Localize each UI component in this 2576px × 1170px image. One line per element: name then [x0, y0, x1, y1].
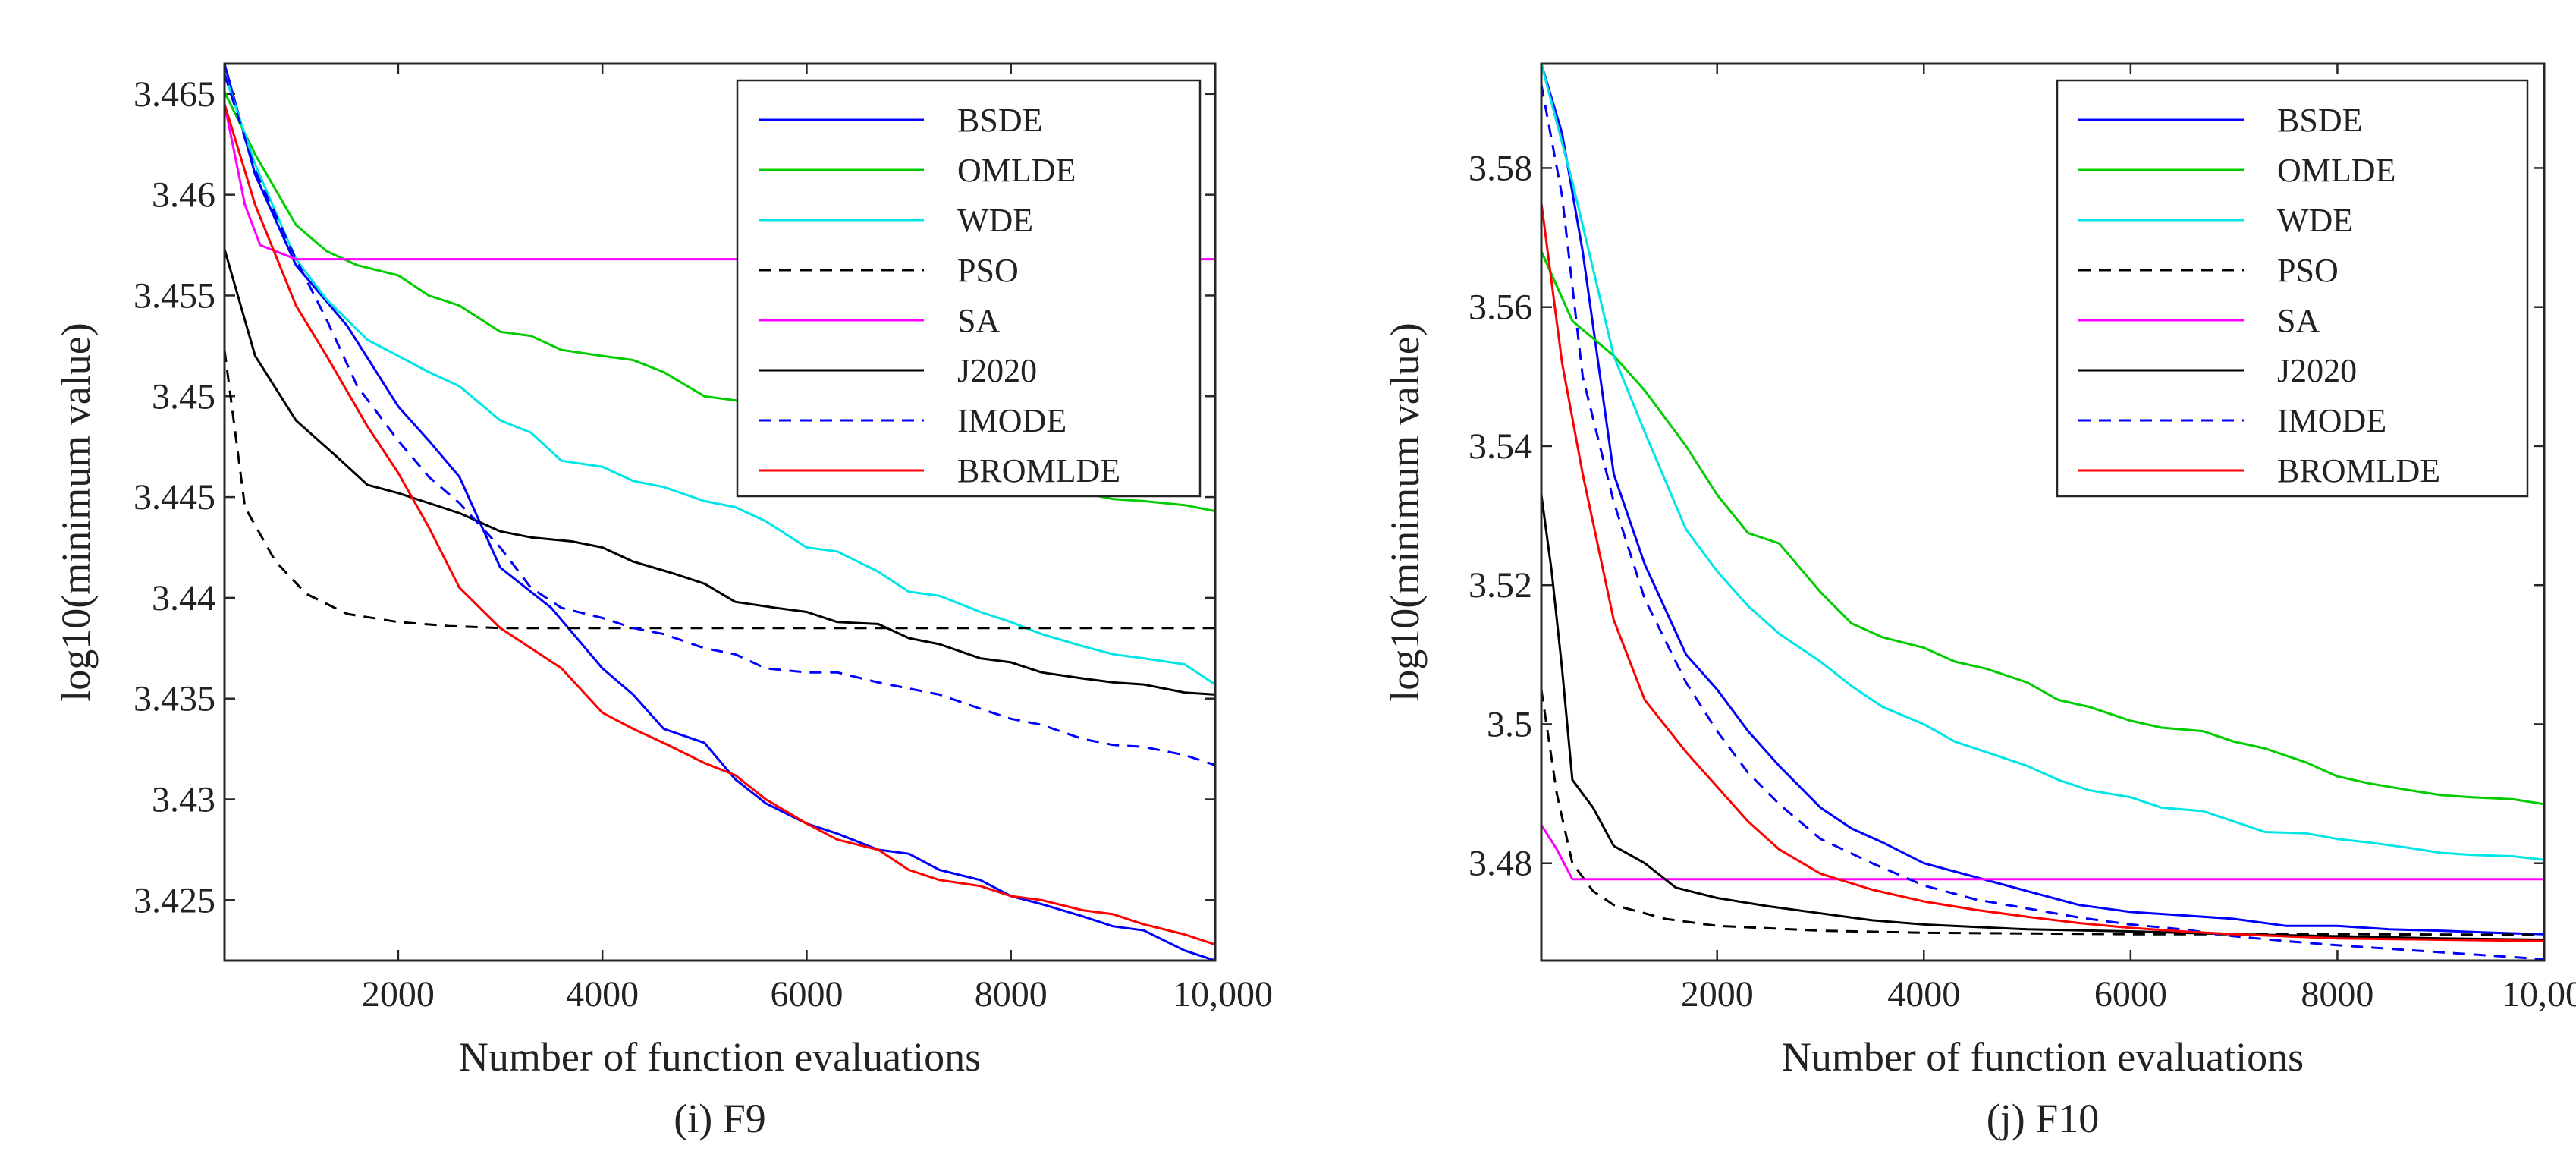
panel-f10-legend-label: OMLDE [2277, 152, 2395, 189]
panel-f9-series-line-bsde [225, 64, 1215, 961]
panel-f10-caption: (j) F10 [1987, 1096, 2100, 1141]
panel-f9-ytick-label: 3.435 [134, 679, 215, 719]
panel-f10-xtick-label: 8000 [2301, 974, 2373, 1014]
panel-f10-legend-label: BROMLDE [2277, 452, 2440, 489]
panel-f10-legend-label: J2020 [2277, 352, 2357, 389]
panel-f9: 3.425 3.43 3.435 3.44 3.445 3.45 3.455 3… [53, 62, 1273, 1141]
panel-f9-ytick-label: 3.455 [134, 275, 215, 316]
panel-f9-legend-label: IMODE [957, 402, 1067, 439]
panel-f9-y-axis-label: log10(minimum value) [53, 322, 99, 701]
panel-f9-ytick-label: 3.44 [152, 578, 215, 618]
panel-f9-ytick-label: 3.465 [134, 74, 215, 115]
panel-f9-caption: (i) F9 [674, 1096, 766, 1141]
panel-f10-ytick-label: 3.58 [1469, 148, 1532, 188]
panel-f10-legend-label: IMODE [2277, 402, 2386, 439]
panel-f10-legend-label: SA [2277, 302, 2320, 339]
panel-f10-series-line-bromlde [1541, 203, 2544, 942]
panel-f9-xtick-label: 6000 [770, 974, 843, 1014]
panel-f9-series-line-j2020 [225, 248, 1215, 696]
panel-f10-ytick-label: 3.54 [1469, 426, 1532, 467]
panel-f10-y-axis-label: log10(minimum value) [1382, 322, 1428, 701]
panel-f10-xtick-label: 10,000 [2502, 974, 2576, 1014]
panel-f9-legend-label: PSO [957, 252, 1019, 289]
panel-f9-legend-label: BSDE [957, 102, 1042, 139]
panel-f9-axes-box [223, 62, 1217, 962]
panel-f10-series-line-imode [1541, 84, 2544, 961]
panel-f9-legend-label: WDE [957, 202, 1033, 239]
panel-f10-lines [1541, 64, 2544, 961]
panel-f10-legend: BSDE OMLDE WDE PSO SA J2020 IMODE BROMLD… [2056, 79, 2529, 498]
panel-f9-legend-label: OMLDE [957, 152, 1076, 189]
panel-f9-ytick-label: 3.425 [134, 880, 215, 920]
panel-f9-lines [225, 64, 1215, 961]
panel-f10-xtick-label: 4000 [1887, 974, 1960, 1014]
panel-f9-legend-label: SA [957, 302, 1000, 339]
panel-f10-series-line-pso [1541, 689, 2544, 936]
panel-f10-legend-label: WDE [2277, 202, 2353, 239]
panel-f9-series-line-wde [225, 73, 1215, 686]
panel-f10-series-line-sa [1541, 824, 2544, 881]
panel-f9-legend-label: J2020 [957, 352, 1037, 389]
panel-f10-series-line-bsde [1541, 64, 2544, 936]
panel-f9-series-line-bromlde [225, 103, 1215, 946]
panel-f10-ytick-label: 3.5 [1487, 704, 1532, 744]
panel-f10-xtick-label: 2000 [1681, 974, 1754, 1014]
panel-f10-ytick-label: 3.48 [1469, 844, 1532, 884]
panel-f10-axes-box [1540, 62, 2546, 962]
panel-f9-ytick-label: 3.43 [152, 780, 215, 820]
panel-f10-series-line-wde [1541, 64, 2544, 861]
panel-f9-series-line-pso [225, 350, 1215, 630]
panel-f9-ytick-label: 3.445 [134, 477, 215, 517]
panel-f10-legend-label: BSDE [2277, 102, 2362, 139]
panel-f9-series-line-imode [225, 73, 1215, 766]
panel-f9-legend-box [736, 79, 1202, 498]
panel-f9-xtick-label: 8000 [975, 974, 1048, 1014]
panel-f9-xtick-label: 2000 [362, 974, 435, 1014]
panel-f10-ytick-label: 3.52 [1469, 565, 1532, 605]
panel-f9-legend-label: BROMLDE [957, 452, 1120, 489]
panel-f10-legend-label: PSO [2277, 252, 2339, 289]
panel-f10-series-line-omlde [1541, 250, 2544, 806]
panel-f9-x-axis-label: Number of function evaluations [459, 1034, 981, 1080]
panel-f9-ytick-label: 3.46 [152, 175, 215, 215]
panel-f10-x-axis-label: Number of function evaluations [1782, 1034, 2304, 1080]
panel-f10-ytick-label: 3.56 [1469, 288, 1532, 328]
panel-f10-legend-box [2056, 79, 2529, 498]
panel-f9-xtick-label: 4000 [566, 974, 639, 1014]
panel-f9-ytick-label: 3.45 [152, 376, 215, 417]
panel-f10: 3.48 3.5 3.52 3.54 3.56 3.58 2000 4000 6… [1382, 62, 2576, 1141]
panel-f10-xtick-label: 6000 [2094, 974, 2167, 1014]
panel-f9-xtick-label: 10,000 [1173, 974, 1273, 1014]
panel-f9-legend: BSDE OMLDE WDE PSO SA J2020 IMODE BROMLD… [736, 79, 1202, 498]
